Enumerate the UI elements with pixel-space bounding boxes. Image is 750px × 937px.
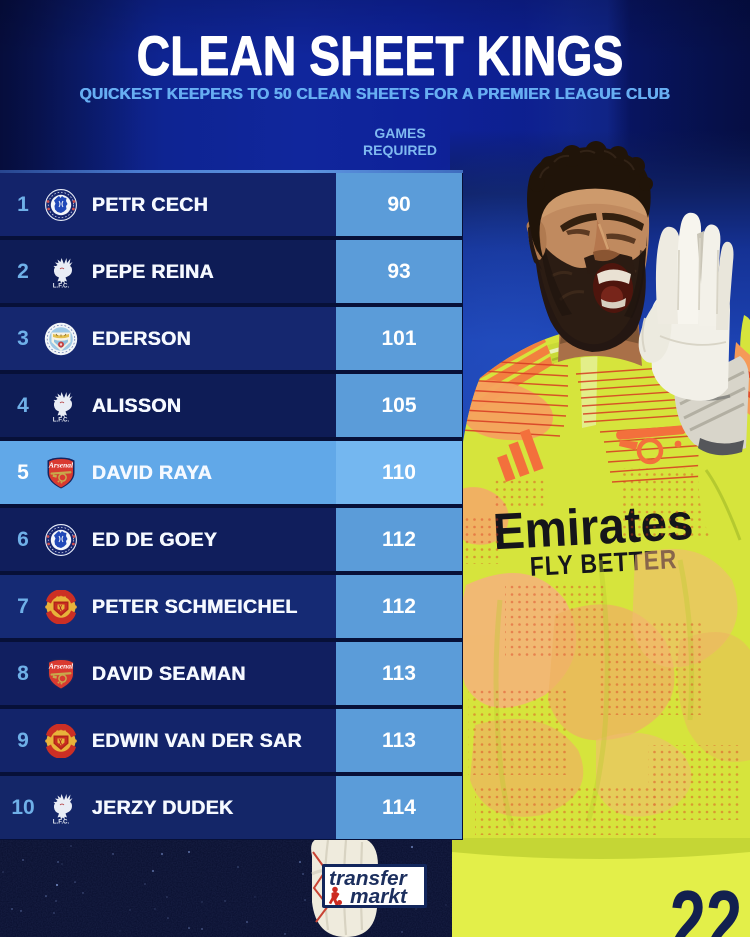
svg-text:L.F.C.: L.F.C. bbox=[53, 283, 70, 290]
svg-text:markt: markt bbox=[350, 885, 408, 905]
svg-text:22: 22 bbox=[670, 874, 742, 937]
svg-text:Arsenal: Arsenal bbox=[48, 461, 74, 470]
svg-text:transfer: transfer bbox=[329, 867, 408, 890]
